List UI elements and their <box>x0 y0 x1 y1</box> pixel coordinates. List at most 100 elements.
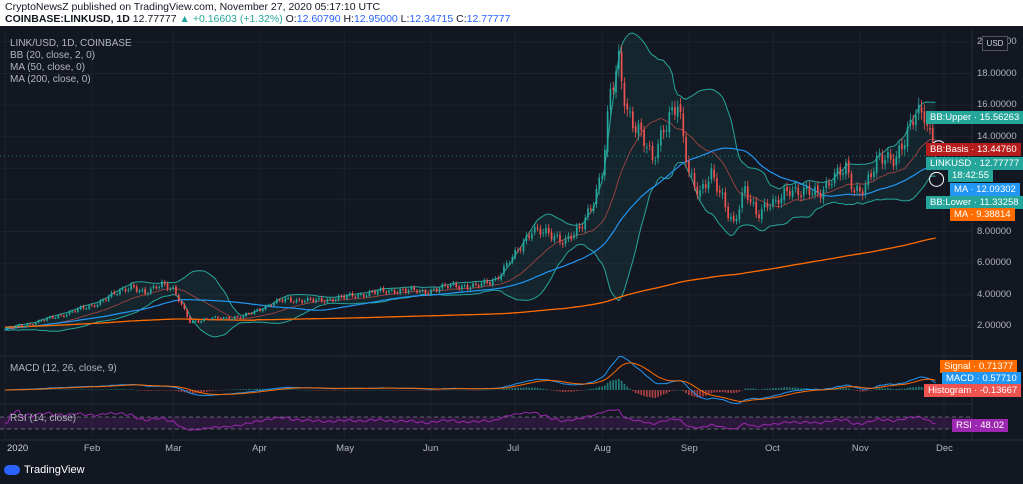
candle-body <box>113 291 116 295</box>
histogram-bar <box>183 390 186 393</box>
candle-body <box>713 169 715 178</box>
ma50-legend[interactable]: MA (50, close, 0) <box>10 62 86 73</box>
candle-body <box>96 304 99 307</box>
histogram-bar <box>427 390 430 391</box>
candle-body <box>77 308 79 313</box>
histogram-bar <box>688 390 690 395</box>
histogram-bar <box>169 390 172 391</box>
histogram-bar <box>74 389 76 391</box>
candle-body <box>155 286 158 289</box>
candle-body <box>601 176 603 179</box>
histogram-bar <box>598 386 601 390</box>
histogram-bar <box>573 390 575 392</box>
histogram-bar <box>859 390 861 392</box>
histogram-bar <box>836 388 839 390</box>
candle-body <box>898 145 900 158</box>
candle-body <box>461 285 463 290</box>
histogram-bar <box>915 387 917 390</box>
candle-body <box>696 186 699 196</box>
histogram-bar <box>769 388 772 390</box>
histogram-bar <box>480 389 483 391</box>
candle-body <box>612 87 615 90</box>
candle-body <box>816 185 819 194</box>
histogram-bar <box>735 390 738 393</box>
histogram-bar <box>567 390 570 392</box>
histogram-bar <box>744 388 746 390</box>
rsi-legend[interactable]: RSI (14, close) <box>10 413 77 424</box>
candle-body <box>323 301 326 303</box>
candle-body <box>494 278 497 280</box>
candle-body <box>724 192 727 208</box>
histogram-bar <box>447 389 449 391</box>
histogram-bar <box>710 390 713 394</box>
histogram-bar <box>430 390 432 391</box>
currency-label[interactable]: USD <box>982 36 1008 51</box>
histogram-bar <box>489 389 491 391</box>
candle-body <box>40 320 43 322</box>
candle-body <box>688 160 690 173</box>
candle-body <box>864 183 867 194</box>
histogram-bar <box>304 389 306 391</box>
histogram-bar <box>46 389 48 390</box>
tradingview-logo[interactable]: TradingView <box>4 464 85 476</box>
candle-body <box>660 130 662 146</box>
histogram-bar <box>180 390 183 392</box>
histogram-bar <box>191 390 194 394</box>
candle-body <box>332 299 334 302</box>
histogram-bar <box>766 388 769 390</box>
candle-body <box>130 284 132 290</box>
candle-body <box>194 320 197 322</box>
histogram-bar <box>584 389 587 391</box>
candle-body <box>906 127 909 147</box>
candle-body <box>480 283 483 287</box>
histogram-bar <box>895 389 898 390</box>
histogram-bar <box>290 389 292 390</box>
bb-legend[interactable]: BB (20, close, 2, 0) <box>10 50 96 61</box>
histogram-bar <box>172 390 175 391</box>
histogram-bar <box>533 387 536 390</box>
candle-body <box>755 201 758 215</box>
candle-body <box>12 327 15 329</box>
candle-body <box>587 208 589 217</box>
candle-body <box>161 281 163 288</box>
histogram-bar <box>674 390 676 391</box>
chart-title: LINK/USD, 1D, COINBASE <box>10 38 132 49</box>
candle-body <box>239 317 242 319</box>
candle-body <box>306 298 309 302</box>
histogram-bar <box>716 390 718 393</box>
macd-legend[interactable]: MACD (12, 26, close, 9) <box>10 363 117 374</box>
candle-body <box>166 283 169 290</box>
histogram-bar <box>455 389 458 391</box>
candle-body <box>29 323 32 325</box>
histogram-bar <box>730 390 732 394</box>
histogram-bar <box>225 389 228 391</box>
time-tick: Jun <box>423 443 439 454</box>
candle-body <box>744 186 746 194</box>
histogram-bar <box>679 389 682 391</box>
candle-body <box>23 326 26 328</box>
candle-body <box>20 324 23 327</box>
histogram-bar <box>615 379 617 390</box>
histogram-bar <box>522 387 525 390</box>
candle-body <box>545 228 547 234</box>
candle-body <box>452 282 455 286</box>
candle-body <box>447 285 449 288</box>
histogram-bar <box>147 390 149 391</box>
candle-body <box>326 299 329 302</box>
candle-body <box>455 283 458 288</box>
signal-tag: Signal · 0.71377 <box>940 360 1018 373</box>
histogram-bar <box>528 387 530 390</box>
histogram-bar <box>525 387 528 390</box>
candle-body <box>337 295 340 300</box>
candle-body <box>570 236 573 240</box>
candle-body <box>368 291 371 297</box>
histogram-bar <box>438 390 441 391</box>
bb-lower-tag: BB:Lower · 11.33258 <box>926 196 1023 209</box>
histogram-bar <box>685 390 687 394</box>
histogram-bar <box>318 390 320 391</box>
histogram-bar <box>850 389 853 391</box>
ma200-legend[interactable]: MA (200, close, 0) <box>10 74 91 85</box>
histogram-bar <box>127 389 130 391</box>
histogram-bar <box>783 387 786 390</box>
